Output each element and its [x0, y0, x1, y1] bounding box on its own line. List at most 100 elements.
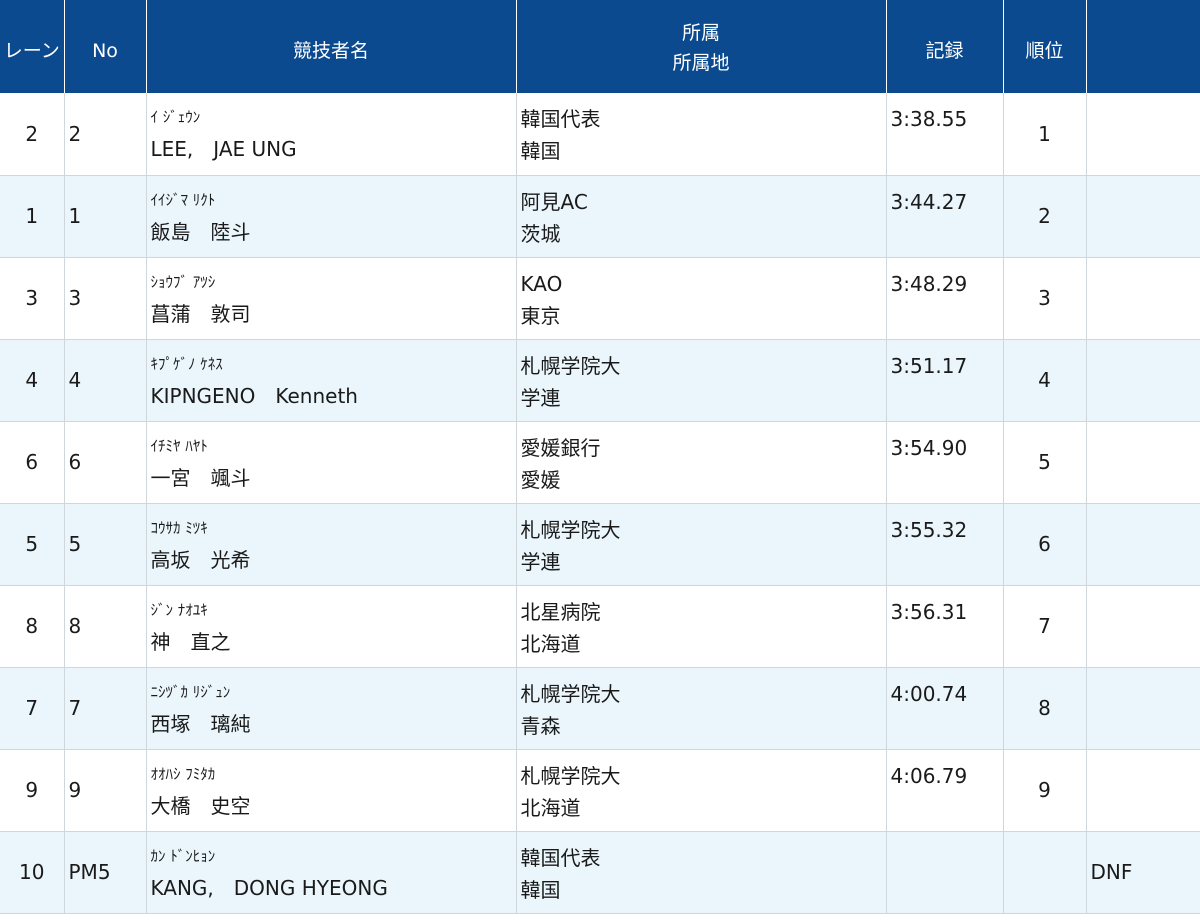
athlete-name-cell: ｲﾁﾐﾔ ﾊﾔﾄ 一宮 颯斗 — [145, 421, 516, 504]
athlete-name: 西塚 璃純 — [150, 711, 251, 736]
note-cell — [1085, 667, 1200, 750]
affiliation-text: 札幌学院大 — [520, 353, 621, 378]
affiliation-cell: 札幌学院大 青森 — [515, 667, 886, 750]
table-row: 4 4 ｷﾌﾟｹﾞﾉ ｹﾈｽ KIPNGENO Kenneth 札幌学院大 学連 3:51.… — [0, 339, 1200, 422]
athlete-name-cell: ｼｮｳﾌﾞ ｱﾂｼ 菖蒲 敦司 — [145, 257, 516, 340]
affiliation-text: 札幌学院大 — [520, 517, 621, 542]
athlete-name-cell: ｵｵﾊｼ ﾌﾐﾀｶ 大橋 史空 — [145, 749, 516, 832]
record-cell: 3:51.17 — [885, 339, 1003, 422]
affiliation-cell: 札幌学院大 学連 — [515, 503, 886, 586]
lane-cell: 4 — [0, 339, 64, 422]
athlete-name: KIPNGENO Kenneth — [150, 383, 358, 408]
header-affiliation: 所属 所属地 — [515, 0, 886, 93]
athlete-kana: ｼｮｳﾌﾞ ｱﾂｼ — [150, 272, 216, 291]
athlete-kana: ｲ ｼﾞｪｳﾝ — [150, 108, 201, 126]
note-cell — [1085, 749, 1200, 832]
header-region-label: 所属地 — [672, 52, 730, 74]
athlete-name-cell: ｶﾝ ﾄﾞﾝﾋｮﾝ KANG, DONG HYEONG — [145, 831, 516, 914]
athlete-name: 飯島 陸斗 — [150, 219, 251, 244]
region-text: 学連 — [520, 549, 561, 574]
region-text: 愛媛 — [520, 467, 561, 492]
athlete-name: 高坂 光希 — [150, 547, 251, 572]
table-row: 6 6 ｲﾁﾐﾔ ﾊﾔﾄ 一宮 颯斗 愛媛銀行 愛媛 3:54.90 5 — [0, 421, 1200, 504]
bib-number-cell: 7 — [63, 667, 146, 750]
header-row: レーン No 競技者名 所属 所属地 記録 順位 — [0, 0, 1200, 93]
note-cell — [1085, 93, 1200, 176]
rank-cell: 2 — [1002, 175, 1086, 258]
region-text: 茨城 — [520, 221, 561, 246]
rank-cell: 7 — [1002, 585, 1086, 668]
athlete-kana: ﾆｼﾂﾞｶ ﾘｼﾞｭﾝ — [150, 682, 231, 701]
lane-cell: 7 — [0, 667, 64, 750]
note-cell — [1085, 503, 1200, 586]
lane-cell: 1 — [0, 175, 64, 258]
bib-number-cell: 6 — [63, 421, 146, 504]
rank-cell: 3 — [1002, 257, 1086, 340]
header-no: No — [63, 0, 146, 93]
athlete-kana: ｵｵﾊｼ ﾌﾐﾀｶ — [150, 764, 216, 783]
table-row: 8 8 ｼﾞﾝ ﾅｵﾕｷ神 直之 北星病院 北海道 3:56.31 7 — [0, 585, 1200, 668]
lane-cell: 10 — [0, 831, 64, 914]
bib-number-cell: 4 — [63, 339, 146, 422]
rank-cell — [1002, 831, 1086, 914]
affiliation-cell: 韓国代表 韓国 — [515, 93, 886, 176]
rank-cell: 6 — [1002, 503, 1086, 586]
header-note — [1085, 0, 1200, 93]
record-cell: 4:00.74 — [885, 667, 1003, 750]
rank-cell: 5 — [1002, 421, 1086, 504]
lane-cell: 8 — [0, 585, 64, 668]
header-affiliation-label: 所属 — [681, 22, 720, 44]
table-row: 7 7 ﾆｼﾂﾞｶ ﾘｼﾞｭﾝ 西塚 璃純 札幌学院大 青森 4:00.74 8 — [0, 667, 1200, 750]
athlete-name: 菖蒲 敦司 — [150, 301, 251, 326]
record-cell: 4:06.79 — [885, 749, 1003, 832]
affiliation-text: 札幌学院大 — [520, 681, 621, 706]
rank-cell: 8 — [1002, 667, 1086, 750]
lane-cell: 5 — [0, 503, 64, 586]
region-text: 韓国 — [520, 139, 561, 163]
record-cell: 3:48.29 — [885, 257, 1003, 340]
record-cell — [885, 831, 1003, 914]
table-row: 5 5 ｺｳｻｶ ﾐﾂｷ 高坂 光希 札幌学院大 学連 3:55.32 6 — [0, 503, 1200, 586]
region-text: 韓国 — [520, 877, 561, 902]
affiliation-cell: 韓国代表 韓国 — [515, 831, 886, 914]
table-row: 3 3 ｼｮｳﾌﾞ ｱﾂｼ 菖蒲 敦司 KAO 東京 3:48.29 3 — [0, 257, 1200, 340]
header-record: 記録 — [885, 0, 1003, 93]
athlete-kana: ｺｳｻｶ ﾐﾂｷ — [150, 518, 208, 537]
table-row: 9 9 ｵｵﾊｼ ﾌﾐﾀｶ 大橋 史空 札幌学院大 北海道 4:06.79 9 — [0, 749, 1200, 832]
affiliation-cell: 愛媛銀行 愛媛 — [515, 421, 886, 504]
athlete-kana: ｷﾌﾟｹﾞﾉ ｹﾈｽ — [150, 354, 223, 373]
athlete-kana: ｲﾁﾐﾔ ﾊﾔﾄ — [150, 436, 208, 455]
rank-cell: 9 — [1002, 749, 1086, 832]
athlete-name-cell: ｲｲｼﾞﾏ ﾘｸﾄ 飯島 陸斗 — [145, 175, 516, 258]
rank-cell: 1 — [1002, 93, 1086, 176]
affiliation-cell: 阿見AC 茨城 — [515, 175, 886, 258]
bib-number-cell: PM5 — [63, 831, 146, 914]
affiliation-text: KAO — [520, 271, 563, 296]
record-cell: 3:44.27 — [885, 175, 1003, 258]
athlete-kana: ｶﾝ ﾄﾞﾝﾋｮﾝ — [150, 846, 216, 865]
affiliation-text: 札幌学院大 — [520, 763, 621, 788]
bib-number-cell: 8 — [63, 585, 146, 668]
athlete-name-cell: ｲ ｼﾞｪｳﾝ LEE, JAE UNG — [145, 93, 516, 176]
affiliation-cell: 札幌学院大 北海道 — [515, 749, 886, 832]
affiliation-text: 阿見AC — [520, 189, 588, 214]
rank-cell: 4 — [1002, 339, 1086, 422]
lane-cell: 6 — [0, 421, 64, 504]
bib-number-cell: 3 — [63, 257, 146, 340]
region-text: 北海道 — [520, 631, 581, 656]
header-rank: 順位 — [1002, 0, 1086, 93]
affiliation-cell: 札幌学院大 学連 — [515, 339, 886, 422]
table-header: レーン No 競技者名 所属 所属地 記録 順位 — [0, 0, 1200, 93]
header-name: 競技者名 — [145, 0, 516, 93]
record-cell: 3:38.55 — [885, 93, 1003, 176]
athlete-kana: ｼﾞﾝ ﾅｵﾕｷ — [150, 600, 208, 619]
bib-number-cell: 9 — [63, 749, 146, 832]
affiliation-cell: KAO 東京 — [515, 257, 886, 340]
athlete-name-cell: ﾆｼﾂﾞｶ ﾘｼﾞｭﾝ 西塚 璃純 — [145, 667, 516, 750]
table-row: 10 PM5 ｶﾝ ﾄﾞﾝﾋｮﾝ KANG, DONG HYEONG 韓国代表 韓国 DNF — [0, 831, 1200, 914]
athlete-name: KANG, DONG HYEONG — [150, 875, 388, 900]
region-text: 北海道 — [520, 795, 581, 820]
region-text: 東京 — [520, 303, 561, 328]
athlete-name: 神 直之 — [150, 629, 231, 654]
